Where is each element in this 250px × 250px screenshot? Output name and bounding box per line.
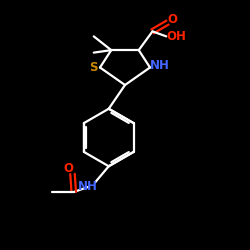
Text: S: S bbox=[90, 61, 98, 74]
Text: O: O bbox=[167, 13, 177, 26]
Text: NH: NH bbox=[150, 59, 170, 72]
Text: NH: NH bbox=[78, 180, 98, 194]
Text: O: O bbox=[63, 162, 73, 175]
Text: OH: OH bbox=[167, 30, 187, 43]
